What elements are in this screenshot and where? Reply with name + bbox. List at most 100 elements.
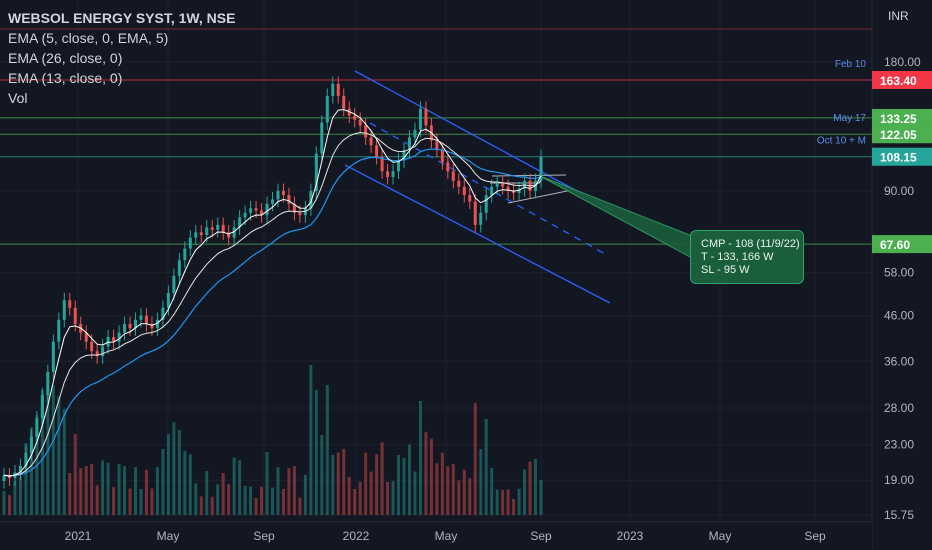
- currency-label: INR: [888, 9, 909, 23]
- x-tick-label: May: [709, 529, 732, 543]
- volume-bar: [364, 452, 368, 515]
- candle-body: [391, 171, 395, 177]
- candle-body: [424, 108, 428, 126]
- candle-body: [227, 232, 231, 238]
- trade-annotation[interactable]: CMP - 108 (11/9/22) T - 133, 166 W SL - …: [690, 230, 804, 284]
- candle-body: [7, 475, 11, 479]
- candle-body: [271, 199, 274, 204]
- y-tick-label: 28.00: [884, 401, 914, 415]
- annotation-line-cmp: CMP - 108 (11/9/22): [701, 238, 800, 250]
- candle-body: [512, 190, 516, 193]
- candle-body: [161, 307, 165, 320]
- volume-bar: [528, 461, 532, 515]
- pattern-top-line: [491, 174, 567, 177]
- volume-bar: [112, 487, 116, 515]
- candle-body: [221, 224, 225, 233]
- candle-body: [418, 108, 422, 130]
- candle-body: [281, 190, 285, 196]
- candle-body: [243, 212, 247, 218]
- volume-bar: [238, 460, 242, 515]
- candle-body: [57, 319, 61, 342]
- candle-body: [29, 436, 33, 453]
- volume-bar: [391, 481, 395, 515]
- volume-bar: [221, 473, 225, 515]
- y-tick-label: 36.00: [884, 354, 914, 368]
- candle-body: [517, 188, 521, 193]
- volume-bar: [101, 460, 105, 515]
- volume-bar: [254, 498, 258, 515]
- candle-body: [254, 208, 258, 211]
- price-tag-label: 108.15: [880, 151, 917, 165]
- volume-bar: [7, 495, 11, 515]
- candle-body: [177, 260, 181, 276]
- candle-body: [238, 217, 242, 228]
- volume-bar: [424, 431, 428, 515]
- candle-body: [276, 190, 280, 200]
- volume-bar: [397, 455, 401, 515]
- candle-body: [353, 115, 357, 120]
- volume-bar: [490, 468, 494, 515]
- volume-bar: [13, 480, 17, 515]
- candle-body: [18, 465, 22, 473]
- candle-body: [51, 341, 55, 372]
- price-tag-label: 133.25: [880, 112, 917, 126]
- y-tick-label: 180.00: [884, 55, 921, 69]
- candle-body: [216, 224, 220, 230]
- volume-bar: [166, 434, 170, 515]
- volume-bar: [462, 469, 466, 515]
- volume-bar: [90, 464, 94, 515]
- x-tick-label: May: [435, 529, 458, 543]
- candle-body: [314, 153, 318, 191]
- volume-bar: [314, 390, 318, 515]
- indicator-ema-26[interactable]: EMA (26, close, 0): [8, 50, 123, 66]
- volume-bar: [194, 483, 198, 515]
- candle-body: [331, 83, 335, 96]
- chart-legend: WEBSOL ENERGY SYST, 1W, NSE EMA (5, clos…: [8, 8, 235, 108]
- volume-bar: [106, 462, 110, 515]
- candle-body: [407, 137, 411, 151]
- pattern-bottom-line: [507, 189, 573, 204]
- indicator-ema-13[interactable]: EMA (13, close, 0): [8, 70, 123, 86]
- candle-body: [287, 195, 291, 204]
- candle-body: [123, 323, 127, 333]
- y-tick-label: 15.75: [884, 508, 914, 522]
- volume-bar: [402, 458, 406, 515]
- volume-bar: [418, 401, 422, 515]
- volume-bar: [128, 488, 132, 515]
- candle-body: [188, 237, 192, 249]
- volume-bar: [435, 463, 439, 515]
- ema-26-line: [3, 148, 542, 477]
- x-tick-label: May: [157, 529, 180, 543]
- y-tick-label: 19.00: [884, 473, 914, 487]
- volume-bar: [68, 473, 72, 515]
- symbol-title: WEBSOL ENERGY SYST, 1W, NSE: [8, 10, 236, 26]
- candle-body: [539, 156, 543, 181]
- candle-body: [166, 292, 170, 308]
- price-tag-label: 163.40: [880, 74, 917, 88]
- candle-body: [155, 319, 159, 329]
- volume-bar: [243, 485, 247, 515]
- x-tick-label: 2022: [343, 529, 370, 543]
- candle-body: [150, 323, 154, 329]
- volume-bar: [18, 477, 22, 515]
- candle-body: [446, 162, 450, 172]
- candle-body: [292, 203, 296, 213]
- candle-body: [95, 351, 99, 357]
- volume-bar: [172, 422, 176, 515]
- candle-body: [46, 371, 50, 396]
- volume-bar: [303, 474, 307, 515]
- volume-bar: [57, 396, 61, 515]
- indicator-volume[interactable]: Vol: [8, 90, 28, 106]
- indicator-ema-5[interactable]: EMA (5, close, 0, EMA, 5): [8, 30, 169, 46]
- candle-body: [172, 275, 176, 293]
- volume-bar: [473, 403, 477, 515]
- candle-body: [380, 156, 384, 172]
- candle-body: [501, 182, 505, 187]
- candle-body: [397, 160, 401, 172]
- candle-body: [232, 227, 236, 238]
- volume-bar: [249, 486, 253, 515]
- volume-bar: [161, 449, 165, 515]
- price-tag: [872, 70, 932, 89]
- x-tick-label: 2023: [617, 529, 644, 543]
- volume-bar: [495, 489, 499, 515]
